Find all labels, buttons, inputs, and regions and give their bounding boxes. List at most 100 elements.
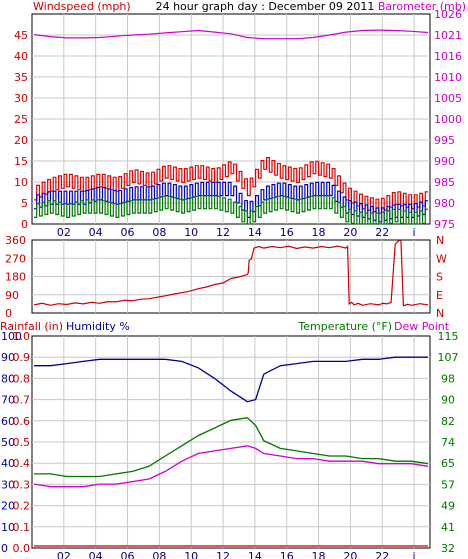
y-tick-label-right: 975: [434, 218, 455, 231]
y-tick-label-right: 995: [434, 134, 455, 147]
x-tick-label: 16: [280, 550, 294, 559]
y-tick-label-temp: 82: [441, 415, 455, 428]
x-tick-label: 08: [152, 550, 166, 559]
y-tick-label-left: 25: [14, 113, 28, 126]
y-tick-label-temp: 107: [438, 351, 459, 364]
series-line-barometer: [33, 29, 429, 40]
x-tick-label: 04: [89, 226, 103, 239]
y-tick-label-right: 1005: [434, 92, 462, 105]
y-tick-label-left: 30: [14, 92, 28, 105]
y-tick-label-rain: 0.6: [13, 415, 31, 428]
y-tick-label-left: 180: [5, 271, 26, 284]
y-tick-label-humidity: 10: [1, 521, 15, 534]
y-tick-label-temp: 90: [441, 394, 455, 407]
y-tick-label-rain: 0.3: [13, 478, 31, 491]
y-tick-label-right: 1021: [434, 29, 462, 42]
x-tick-label: i: [413, 550, 416, 559]
y-tick-label-rain: 0.9: [13, 351, 31, 364]
y-tick-label-rain: 1.0: [13, 330, 31, 343]
y-tick-label-left: 360: [5, 234, 26, 247]
y-tick-label-left: 20: [14, 134, 28, 147]
y-tick-label-right: N: [436, 234, 444, 247]
y-tick-label-right: 1016: [434, 50, 462, 63]
y-tick-label-temp: 49: [441, 500, 455, 513]
y-axis-title-rain: Rainfall (in): [0, 320, 63, 333]
y-tick-label-temp: 65: [441, 457, 455, 470]
y-axis-title-right: Barometer (mb): [378, 0, 466, 13]
y-tick-label-rain: 0.4: [13, 457, 31, 470]
x-tick-label: 14: [248, 550, 262, 559]
series-line-avg: [34, 181, 428, 223]
y-tick-label-temp: 41: [441, 521, 455, 534]
y-tick-label-rain: 0.2: [13, 500, 31, 513]
y-tick-label-left: 270: [5, 252, 26, 265]
x-tick-label: 20: [343, 550, 357, 559]
x-tick-label: 02: [57, 550, 71, 559]
series-line-dewpoint: [33, 445, 429, 488]
series-line-humidity: [34, 356, 428, 403]
y-tick-label-humidity: 100: [1, 330, 22, 343]
y-tick-label-humidity: 50: [1, 436, 15, 449]
y-tick-label-rain: 0.8: [13, 372, 31, 385]
series-line-gust: [34, 157, 428, 214]
y-tick-label-rain: 0.5: [13, 436, 31, 449]
y-tick-label-humidity: 70: [1, 394, 15, 407]
y-axis-title-dewpoint: Dew Point: [394, 320, 450, 333]
y-tick-label-left: 90: [5, 289, 19, 302]
x-tick-label: 10: [184, 226, 198, 239]
series-line-min: [34, 195, 428, 225]
y-tick-label-humidity: 60: [1, 415, 15, 428]
x-tick-label: 04: [89, 550, 103, 559]
y-tick-label-right: 985: [434, 176, 455, 189]
y-tick-label-right: 1000: [434, 113, 462, 126]
chart-title: 24 hour graph day : December 09 2011: [156, 0, 375, 13]
x-tick-label: 12: [216, 226, 230, 239]
y-tick-label-right: E: [436, 289, 443, 302]
series-line-direction: [33, 239, 429, 307]
y-tick-label-temp: 74: [441, 436, 455, 449]
temp-humidity-panel: Rainfall (in) Humidity % Temperature (°F) D…: [0, 320, 459, 559]
y-tick-label-rain: 0.1: [13, 521, 31, 534]
y-tick-label-right: S: [436, 271, 443, 284]
x-tick-label: i: [413, 226, 416, 239]
x-tick-label: 22: [375, 226, 389, 239]
y-tick-label-left: 35: [14, 71, 28, 84]
y-tick-label-right: W: [436, 252, 447, 265]
y-tick-label-right: 980: [434, 197, 455, 210]
y-tick-label-temp: 98: [441, 372, 455, 385]
x-tick-label: 18: [312, 550, 326, 559]
y-tick-label-temp: 32: [441, 542, 455, 555]
y-tick-label-temp: 57: [441, 478, 455, 491]
y-tick-label-left: 0: [21, 218, 28, 231]
x-tick-label: 02: [57, 226, 71, 239]
y-tick-label-humidity: 30: [1, 478, 15, 491]
y-tick-label-rain: 0.0: [13, 542, 31, 555]
x-tick-label: 10: [184, 550, 198, 559]
y-tick-label-humidity: 80: [1, 372, 15, 385]
y-tick-label-humidity: 20: [1, 500, 15, 513]
y-tick-label-humidity: 0: [1, 542, 8, 555]
x-tick-label: 08: [152, 226, 166, 239]
x-tick-label: 06: [121, 550, 135, 559]
y-tick-label-humidity: 90: [1, 351, 15, 364]
y-axis-title-humidity: Humidity %: [66, 320, 130, 333]
y-tick-label-left: 45: [14, 29, 28, 42]
y-tick-label-humidity: 40: [1, 457, 15, 470]
y-tick-label-right: N: [436, 307, 444, 320]
x-tick-label: 20: [343, 226, 357, 239]
x-tick-label: 22: [375, 550, 389, 559]
series-line-temperature: [34, 417, 429, 478]
y-tick-label-temp: 115: [438, 330, 459, 343]
y-tick-label-left: 5: [21, 197, 28, 210]
y-tick-label-left: 10: [14, 176, 28, 189]
x-tick-label: 14: [248, 226, 262, 239]
y-tick-label-right: 1010: [434, 71, 462, 84]
wind-barometer-panel: Windspeed (mph) 24 hour graph day : Decem…: [14, 0, 466, 239]
x-tick-label: 16: [280, 226, 294, 239]
y-tick-label-right: 990: [434, 155, 455, 168]
y-tick-label-right: 1026: [434, 8, 462, 21]
x-tick-label: 06: [121, 226, 135, 239]
